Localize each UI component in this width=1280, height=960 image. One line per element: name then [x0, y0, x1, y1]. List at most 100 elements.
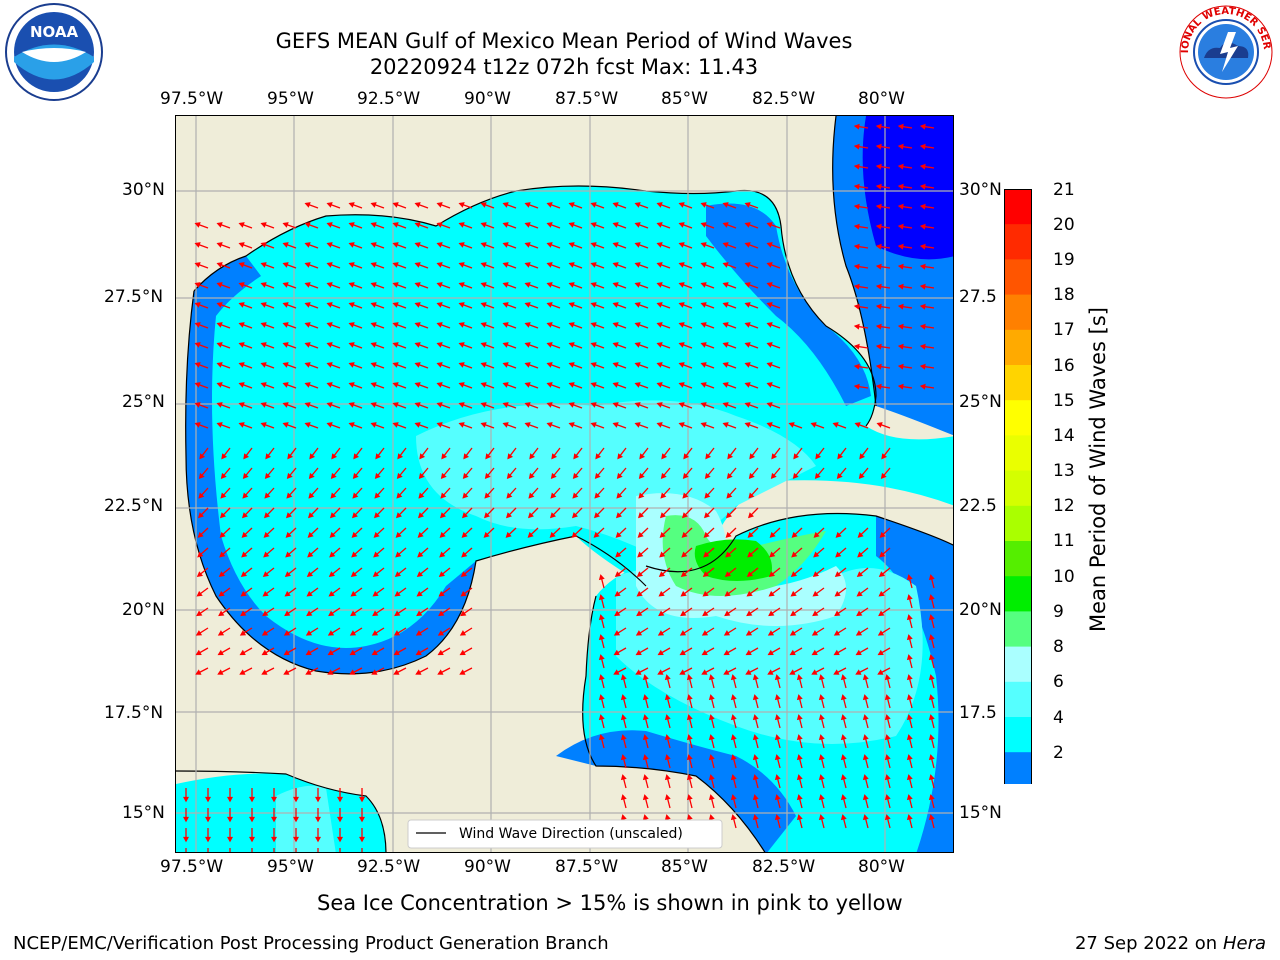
wind-arrow-head [730, 694, 737, 701]
wind-arrow-head [862, 774, 869, 781]
wind-arrow-head [371, 669, 378, 675]
wind-arrow-head [484, 492, 491, 499]
wind-arrow-head [480, 302, 487, 308]
wind-arrow-head [216, 242, 223, 248]
wind-arrow-head [879, 551, 886, 558]
wind-arrow-head [840, 714, 847, 721]
lat-tick-right: 17.5 [959, 703, 997, 723]
wind-arrow-head [701, 669, 708, 675]
wind-arrow-head [833, 630, 841, 636]
wind-arrow-head [884, 774, 891, 781]
wind-arrow-head [642, 754, 649, 761]
wind-arrow-head [216, 222, 223, 228]
lat-tick-left: 25°N [122, 392, 165, 412]
wind-arrow-head [875, 303, 882, 310]
wind-arrow-head [744, 302, 751, 308]
wind-arrow-head [304, 262, 311, 268]
colorbar-tick: 17 [1053, 320, 1075, 340]
wind-arrow-head [436, 282, 443, 288]
lon-tick-top: 85°W [661, 89, 708, 109]
wind-arrow-head [240, 610, 247, 617]
wind-arrow-head [262, 571, 270, 578]
wind-arrow-head [238, 302, 245, 308]
wind-arrow-head [664, 714, 671, 721]
colorbar-segment [1004, 329, 1032, 366]
wind-arrow-head [700, 282, 707, 288]
wind-arrow-head [897, 363, 904, 370]
wind-arrow-head [415, 649, 422, 656]
host-name: Hera [1222, 933, 1266, 954]
wind-arrow-head [919, 183, 926, 190]
wind-arrow-head [708, 714, 715, 721]
wind-arrow-head [774, 794, 781, 801]
wind-arrow-head [308, 492, 315, 499]
colorbar-tick: 20 [1053, 215, 1075, 235]
wind-arrow-head [682, 472, 689, 480]
wind-arrow-head [730, 674, 737, 681]
wind-arrow-head [616, 472, 623, 480]
wind-arrow-head [656, 302, 663, 308]
colorbar-segment [1004, 400, 1032, 436]
wind-arrow-head [928, 674, 935, 681]
wind-arrow-head [392, 322, 399, 328]
wind-arrow-head [194, 282, 201, 288]
wind-arrow-head [928, 634, 935, 641]
wind-arrow-head [326, 262, 333, 268]
wind-arrow-head [793, 453, 800, 460]
wind-arrow-head [875, 223, 882, 230]
wind-arrow-head [862, 814, 869, 821]
wind-arrow-head [194, 422, 201, 428]
wind-arrow-head [620, 734, 627, 741]
wind-arrow-head [853, 363, 860, 370]
wind-arrow-head [708, 754, 715, 761]
wind-arrow-head [329, 551, 336, 558]
lat-tick-right: 15°N [959, 803, 1002, 823]
wind-arrow-head [263, 551, 270, 558]
wind-arrow-head [746, 590, 753, 597]
wind-arrow-head [480, 282, 487, 288]
wind-arrow-head [462, 492, 469, 499]
wind-arrow-head [371, 649, 378, 656]
wind-arrow-head [336, 796, 344, 803]
wind-arrow-head [897, 303, 904, 310]
wind-arrow-head [507, 453, 514, 460]
wind-arrow-head [855, 649, 862, 656]
lon-tick-top: 92.5°W [357, 89, 421, 109]
wind-arrow-head [348, 322, 355, 328]
wind-arrow-head [612, 282, 619, 288]
wind-arrow-head [458, 242, 465, 248]
wind-arrow-head [788, 422, 795, 428]
wind-arrow-head [182, 816, 190, 823]
wind-arrow-head [286, 492, 293, 499]
wind-arrow-head [919, 243, 926, 250]
wind-arrow-head [238, 242, 245, 248]
wind-arrow-head [373, 551, 380, 558]
wind-arrow-head [678, 382, 685, 388]
wind-arrow-head [834, 610, 841, 617]
wind-arrow-head [248, 796, 256, 803]
wind-arrow-head [636, 590, 643, 597]
wind-arrow-head [919, 163, 926, 170]
wind-arrow-head [686, 794, 693, 801]
wind-arrow-head [770, 472, 777, 480]
wind-arrow-head [884, 814, 891, 821]
wind-arrow-head [304, 322, 311, 328]
wind-arrow-head [260, 302, 267, 308]
wind-arrow-head [686, 774, 693, 781]
wind-arrow-head [216, 422, 223, 428]
wind-arrow-head [744, 242, 751, 248]
wind-arrow-head [528, 492, 535, 499]
wind-arrow-head [220, 492, 227, 499]
wind-arrow-head [906, 594, 913, 601]
wind-arrow-head [414, 222, 421, 228]
wind-arrow-head [238, 342, 245, 348]
wind-arrow-head [238, 282, 245, 288]
wind-arrow-head [811, 649, 818, 656]
wind-arrow-head [701, 649, 708, 656]
colorbar-segment [1004, 681, 1032, 718]
nws-logo: NATIONAL WEATHER SERVICE [1172, 0, 1276, 102]
wind-arrow-head [351, 512, 358, 519]
wind-arrow-head [730, 794, 737, 801]
wind-arrow-head [796, 794, 803, 801]
wind-arrow-head [546, 262, 553, 268]
